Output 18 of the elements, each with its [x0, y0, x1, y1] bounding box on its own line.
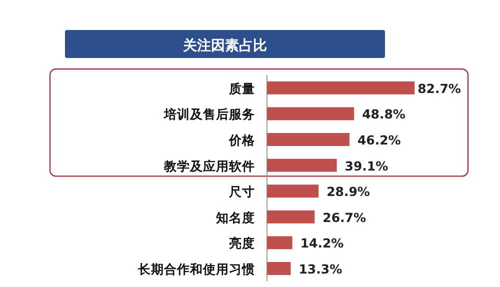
- data-label: 39.1%: [344, 158, 389, 174]
- y-tick-label: 价格: [228, 132, 256, 148]
- chart-title: 关注因素占比: [182, 37, 267, 54]
- y-tick-label: 知名度: [215, 210, 255, 225]
- y-tick-label: 尺寸: [228, 184, 255, 200]
- data-label: 14.2%: [300, 236, 344, 251]
- y-tick-label: 培训及售后服务: [163, 106, 255, 122]
- data-label: 46.2%: [357, 132, 402, 148]
- data-label: 13.3%: [298, 262, 343, 276]
- y-tick-label: 教学及应用软件: [163, 158, 255, 174]
- y-tick-label: 质量: [228, 80, 255, 96]
- y-tick-label: 亮度: [228, 236, 255, 251]
- data-label: 28.9%: [326, 184, 370, 200]
- data-label: 82.7%: [418, 80, 462, 96]
- data-label: 26.7%: [322, 210, 366, 225]
- data-label: 48.8%: [362, 106, 406, 122]
- y-tick-label: 长期合作和使用习惯: [137, 262, 255, 276]
- title: 关注因素占比: [65, 30, 385, 58]
